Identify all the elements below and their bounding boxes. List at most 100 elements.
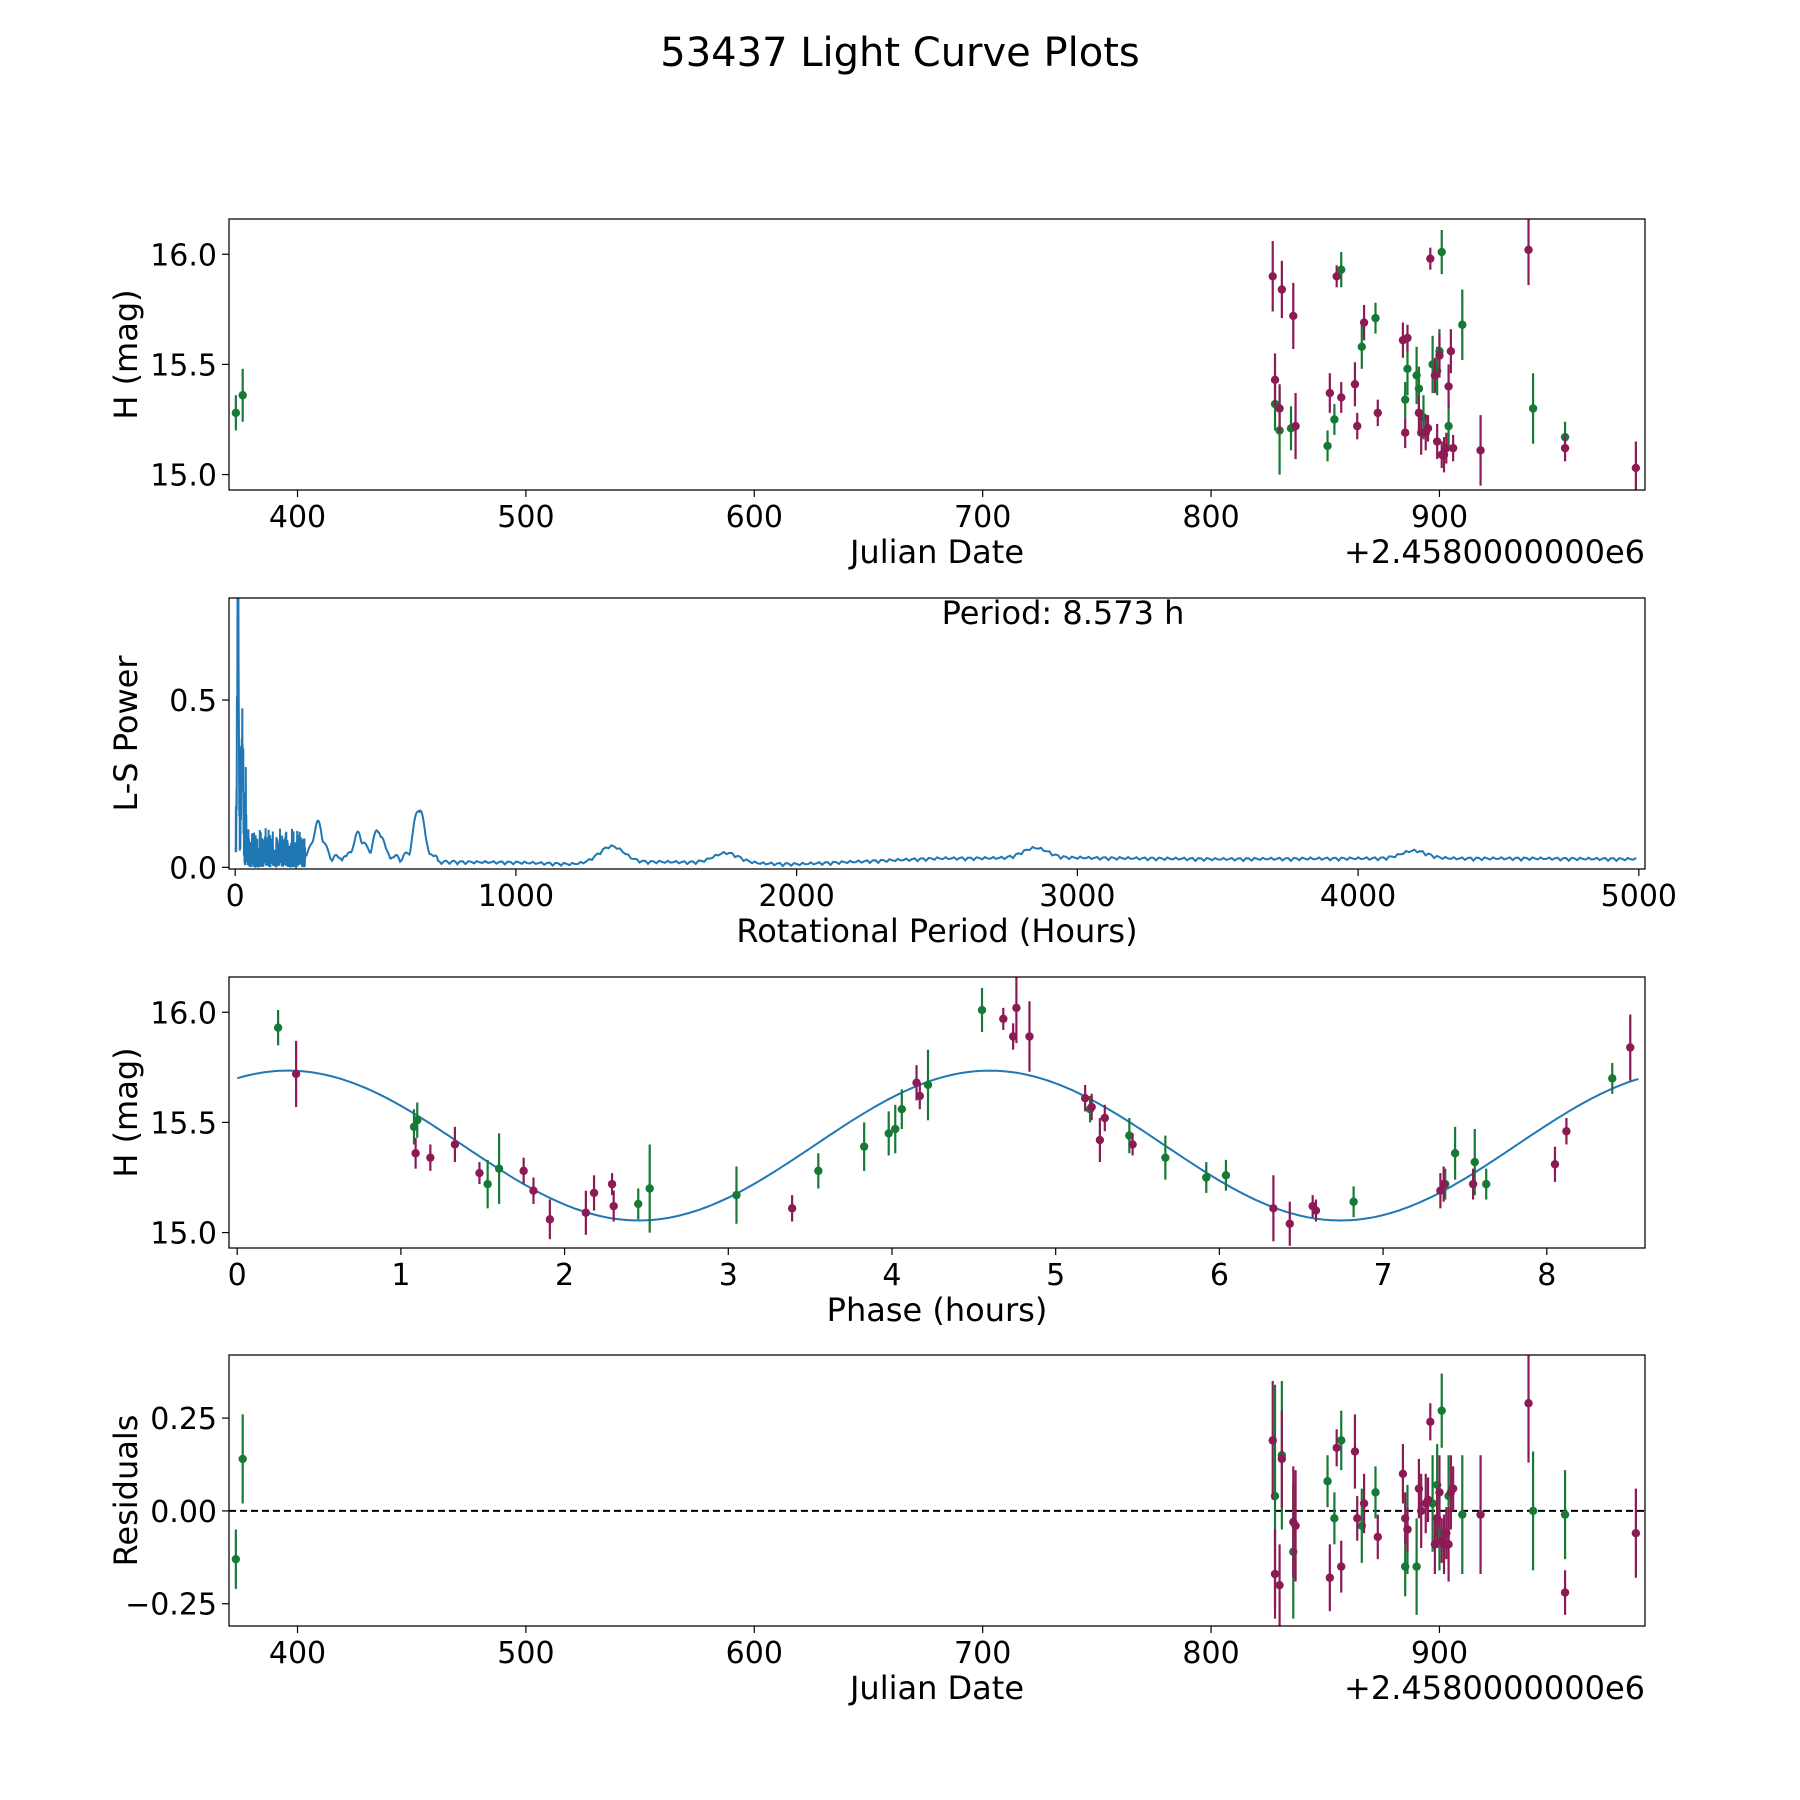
data-point bbox=[891, 1124, 900, 1134]
data-point bbox=[1332, 1443, 1341, 1453]
data-point bbox=[1350, 380, 1360, 389]
data-point bbox=[450, 1140, 460, 1149]
data-point bbox=[1337, 1562, 1346, 1571]
y-axis-label: H (mag) bbox=[107, 1047, 145, 1177]
data-point bbox=[1403, 364, 1412, 374]
data-point bbox=[1371, 313, 1380, 323]
x-tick-label: 400 bbox=[269, 1636, 326, 1671]
data-point bbox=[1439, 1179, 1448, 1189]
series-green bbox=[273, 988, 1617, 1233]
data-point bbox=[426, 1153, 435, 1162]
y-tick-label: 16.0 bbox=[150, 996, 217, 1031]
data-point bbox=[238, 391, 247, 400]
x-tick-label: 900 bbox=[1411, 1636, 1468, 1671]
data-point bbox=[1437, 247, 1446, 257]
data-point bbox=[1161, 1153, 1170, 1162]
data-point bbox=[519, 1166, 528, 1176]
data-point bbox=[1332, 272, 1341, 281]
x-tick-label: 500 bbox=[497, 1636, 554, 1671]
data-point bbox=[1311, 1206, 1321, 1215]
data-point bbox=[1458, 320, 1467, 329]
residuals-data bbox=[229, 1355, 1645, 1626]
data-point bbox=[1270, 1569, 1280, 1579]
data-point bbox=[1330, 415, 1339, 424]
data-point bbox=[732, 1190, 741, 1200]
data-point bbox=[1412, 1562, 1421, 1571]
data-point bbox=[1349, 1197, 1358, 1206]
data-point bbox=[1268, 1436, 1277, 1445]
data-point bbox=[581, 1208, 591, 1217]
data-point bbox=[1285, 1219, 1294, 1228]
x-tick-label: 500 bbox=[497, 500, 554, 535]
data-point bbox=[1275, 404, 1284, 413]
data-point bbox=[1437, 1406, 1446, 1415]
y-tick-label: 0.0 bbox=[169, 851, 217, 886]
x-tick-label: 5 bbox=[1046, 1258, 1065, 1293]
data-point bbox=[1330, 1514, 1339, 1523]
x-tick-label: 7 bbox=[1374, 1258, 1393, 1293]
data-point bbox=[1482, 1179, 1491, 1189]
y-axis-label: L-S Power bbox=[107, 655, 145, 812]
y-axis-label: H (mag) bbox=[107, 289, 145, 419]
data-point bbox=[1012, 1003, 1021, 1013]
data-point bbox=[1608, 1074, 1617, 1083]
data-point bbox=[1631, 1528, 1641, 1538]
x-axis-label: Rotational Period (Hours) bbox=[736, 912, 1137, 950]
data-point bbox=[814, 1166, 823, 1176]
data-point bbox=[1275, 1580, 1284, 1590]
data-point bbox=[645, 1184, 654, 1193]
data-point bbox=[607, 1179, 617, 1189]
data-point bbox=[1337, 1436, 1346, 1445]
data-point bbox=[1371, 1488, 1380, 1497]
data-point bbox=[1125, 1131, 1134, 1140]
data-point bbox=[1550, 1160, 1560, 1169]
data-point bbox=[1025, 1032, 1034, 1041]
x-tick-label: 4000 bbox=[1320, 879, 1396, 914]
data-point bbox=[1444, 382, 1453, 391]
data-point bbox=[1423, 1495, 1433, 1504]
data-point bbox=[609, 1201, 618, 1211]
x-tick-label: 8 bbox=[1537, 1258, 1556, 1293]
data-point bbox=[1426, 254, 1435, 263]
data-point bbox=[1416, 1506, 1426, 1516]
data-point bbox=[1436, 1186, 1445, 1195]
data-point bbox=[1414, 384, 1424, 393]
data-point bbox=[273, 1023, 283, 1032]
data-point bbox=[1268, 272, 1277, 281]
data-point bbox=[1289, 311, 1298, 321]
lightcurve-frame bbox=[228, 218, 1646, 491]
data-point bbox=[1432, 437, 1442, 446]
data-point bbox=[1446, 346, 1456, 356]
data-point bbox=[923, 1080, 933, 1090]
y-tick-label: 15.0 bbox=[150, 1217, 217, 1252]
x-tick-label: 400 bbox=[269, 500, 326, 535]
data-point bbox=[1337, 265, 1346, 274]
data-point bbox=[977, 1005, 987, 1015]
x-tick-label: 700 bbox=[954, 1636, 1011, 1671]
data-point bbox=[1291, 1521, 1300, 1530]
data-point bbox=[1476, 1510, 1485, 1519]
data-point bbox=[1458, 1510, 1467, 1519]
data-point bbox=[1444, 1540, 1453, 1549]
data-point bbox=[409, 1122, 419, 1132]
data-point bbox=[1470, 1157, 1479, 1167]
x-axis-label: Julian Date bbox=[848, 1669, 1024, 1707]
data-point bbox=[238, 1454, 247, 1464]
residuals-panel: 400 500 600 700 800 900 −0.25 0.00 0.25 Julian Da… bbox=[107, 1354, 1646, 1707]
periodogram-data bbox=[234, 598, 1637, 869]
x-tick-label: 3 bbox=[719, 1258, 738, 1293]
y-tick-label: 0.00 bbox=[150, 1495, 217, 1530]
data-point bbox=[1350, 1447, 1360, 1456]
x-tick-label: 800 bbox=[1182, 1636, 1239, 1671]
data-point bbox=[1560, 1588, 1570, 1597]
data-point bbox=[1373, 408, 1382, 418]
data-point bbox=[884, 1129, 893, 1138]
data-point bbox=[1008, 1032, 1018, 1041]
data-point bbox=[1087, 1102, 1096, 1112]
data-point bbox=[1435, 351, 1444, 360]
x-tick-label: 700 bbox=[954, 500, 1011, 535]
data-point bbox=[231, 1554, 241, 1564]
data-point bbox=[1528, 404, 1538, 413]
data-point bbox=[475, 1168, 484, 1178]
